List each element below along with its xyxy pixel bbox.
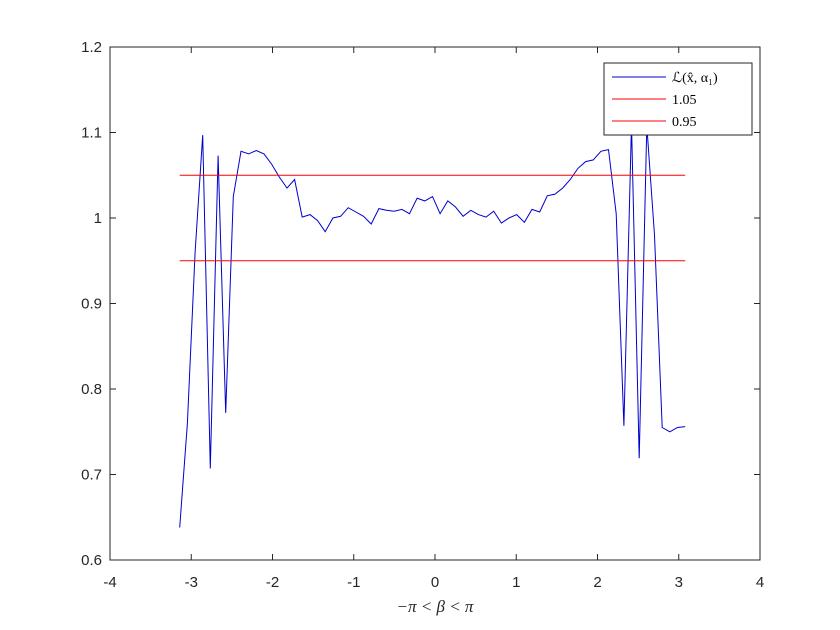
x-axis-ticks: -4 -3 -2 -1 0 1 2 3 4 [103, 47, 764, 591]
x-tick-label: -3 [185, 574, 198, 591]
x-tick-label: -1 [347, 574, 360, 591]
legend-entry-label: 0.95 [672, 115, 697, 130]
x-tick-label: 4 [756, 574, 764, 591]
y-tick-label: 0.7 [81, 467, 102, 484]
x-tick-label: 0 [431, 574, 439, 591]
y-tick-label: 0.6 [81, 552, 102, 569]
x-axis-label: −π < β < π [397, 597, 474, 616]
series-line-0 [179, 123, 686, 528]
series-layer [179, 123, 686, 528]
legend-entry-label: ℒ(x̂, α₁) [672, 71, 718, 86]
x-tick-label: 3 [675, 574, 683, 591]
x-tick-label: -2 [266, 574, 279, 591]
legend: ℒ(x̂, α₁) 1.05 0.95 [603, 62, 753, 136]
x-tick-label: -4 [103, 574, 116, 591]
y-tick-label: 1.2 [81, 39, 102, 56]
y-tick-label: 1 [94, 210, 102, 227]
y-axis-ticks: 0.6 0.7 0.8 0.9 1 1.1 1.2 [81, 39, 760, 569]
y-tick-label: 0.9 [81, 296, 102, 313]
x-tick-label: 2 [593, 574, 601, 591]
y-tick-label: 0.8 [81, 381, 102, 398]
x-tick-label: 1 [512, 574, 520, 591]
legend-entry-label: 1.05 [672, 93, 697, 108]
y-tick-label: 1.1 [81, 125, 102, 142]
